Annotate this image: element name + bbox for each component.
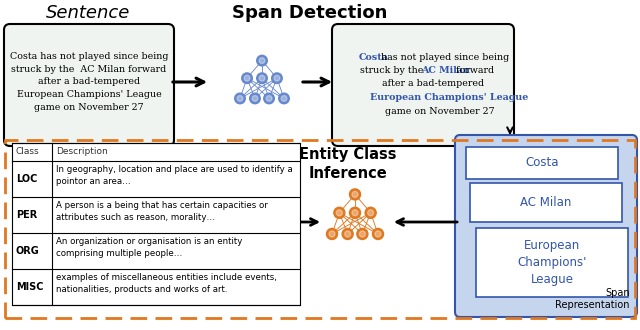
FancyBboxPatch shape: [4, 24, 174, 146]
Circle shape: [344, 231, 351, 237]
Text: European Champions' League: European Champions' League: [371, 93, 529, 102]
Circle shape: [337, 210, 342, 216]
Circle shape: [334, 207, 345, 218]
Text: Span Detection: Span Detection: [232, 4, 388, 22]
Text: AC Milan: AC Milan: [520, 196, 572, 209]
Text: LOC: LOC: [16, 174, 37, 184]
Text: PER: PER: [16, 210, 37, 220]
Text: Class: Class: [16, 148, 40, 156]
Text: Span
Representation: Span Representation: [556, 288, 630, 310]
Text: Description: Description: [56, 148, 108, 156]
Text: struck by the: struck by the: [360, 66, 429, 75]
Text: after a bad-tempered: after a bad-tempered: [383, 80, 484, 88]
Text: Costa: Costa: [525, 156, 559, 170]
FancyBboxPatch shape: [476, 228, 628, 297]
FancyBboxPatch shape: [466, 147, 618, 179]
Text: Sentence: Sentence: [46, 4, 130, 22]
FancyBboxPatch shape: [470, 183, 622, 222]
Circle shape: [359, 231, 365, 237]
Circle shape: [375, 231, 381, 237]
Circle shape: [264, 93, 275, 104]
Circle shape: [272, 73, 282, 83]
FancyBboxPatch shape: [332, 24, 514, 146]
Circle shape: [242, 73, 252, 83]
Text: forward: forward: [453, 66, 495, 75]
Text: An organization or organisation is an entity
comprising multiple people…: An organization or organisation is an en…: [56, 237, 243, 258]
Circle shape: [279, 93, 289, 104]
Text: European
Champions'
League: European Champions' League: [517, 239, 587, 286]
Circle shape: [349, 189, 360, 200]
Text: Costa: Costa: [358, 52, 388, 61]
Text: In geography, location and place are used to identify a
pointor an area…: In geography, location and place are use…: [56, 165, 292, 186]
Circle shape: [266, 96, 272, 101]
Circle shape: [342, 228, 353, 240]
Circle shape: [244, 75, 250, 81]
Circle shape: [326, 228, 337, 240]
Circle shape: [372, 228, 383, 240]
Circle shape: [274, 75, 280, 81]
Circle shape: [259, 75, 265, 81]
Text: ORG: ORG: [16, 246, 40, 256]
Circle shape: [257, 55, 268, 66]
Text: Costa has not played since being
struck by the  AC Milan forward
after a bad-tem: Costa has not played since being struck …: [10, 52, 168, 112]
Circle shape: [259, 58, 265, 63]
Circle shape: [349, 207, 360, 218]
Circle shape: [352, 191, 358, 197]
Text: examples of miscellaneous entities include events,
nationalities, products and w: examples of miscellaneous entities inclu…: [56, 273, 277, 294]
Circle shape: [250, 93, 260, 104]
Text: MISC: MISC: [16, 282, 44, 292]
Text: game on November 27: game on November 27: [385, 107, 494, 116]
Text: A person is a being that has certain capacities or
attributes such as reason, mo: A person is a being that has certain cap…: [56, 201, 268, 222]
Circle shape: [365, 207, 376, 218]
Bar: [12, 143, 300, 305]
Text: AC Milan: AC Milan: [421, 66, 470, 75]
Text: has not played since being: has not played since being: [378, 52, 509, 61]
Circle shape: [257, 73, 268, 83]
Circle shape: [235, 93, 245, 104]
Circle shape: [329, 231, 335, 237]
Circle shape: [367, 210, 374, 216]
Circle shape: [237, 96, 243, 101]
Circle shape: [252, 96, 258, 101]
Circle shape: [352, 210, 358, 216]
Circle shape: [357, 228, 368, 240]
Text: Entity Class
Inference: Entity Class Inference: [300, 147, 397, 181]
FancyBboxPatch shape: [455, 135, 637, 317]
Circle shape: [281, 96, 287, 101]
